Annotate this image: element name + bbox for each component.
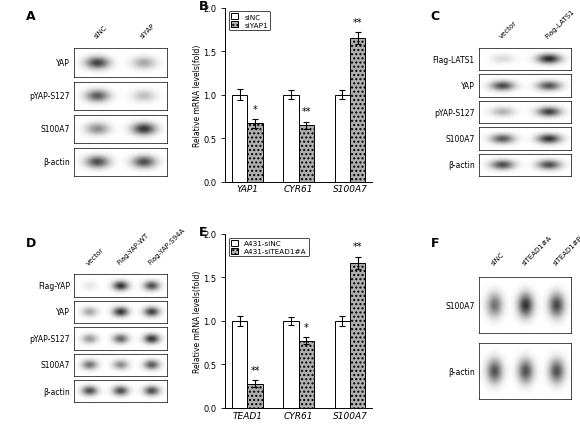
Bar (299, 126, 314, 182)
Text: vector: vector (86, 246, 106, 266)
Text: siNC: siNC (93, 25, 108, 40)
Text: Flag-LATS1: Flag-LATS1 (433, 56, 474, 65)
Text: D: D (26, 236, 37, 249)
Legend: A431-siNC, A431-siTEAD1#A: A431-siNC, A431-siTEAD1#A (229, 238, 309, 256)
Text: S100A7: S100A7 (41, 360, 70, 369)
Bar (232, 95, 248, 182)
Text: pYAP-S127: pYAP-S127 (434, 108, 474, 117)
Text: Flag-YAP-S94A: Flag-YAP-S94A (147, 227, 186, 266)
Bar (283, 321, 299, 408)
Text: **: ** (353, 242, 362, 252)
Text: YAP: YAP (461, 82, 474, 91)
Text: β-actin: β-actin (44, 158, 70, 167)
Text: YAP: YAP (56, 308, 70, 317)
Text: Flag-YAP: Flag-YAP (38, 281, 70, 290)
Text: C: C (430, 10, 440, 23)
Text: siTEAD1#B: siTEAD1#B (552, 233, 580, 266)
Text: vector: vector (498, 20, 518, 40)
Bar (335, 95, 350, 182)
Bar (248, 124, 263, 182)
Text: **: ** (353, 18, 362, 28)
Text: Flag-LATS1: Flag-LATS1 (544, 9, 575, 40)
Text: pYAP-S127: pYAP-S127 (30, 334, 70, 343)
Text: A: A (26, 10, 36, 23)
Bar (350, 263, 365, 408)
Bar (283, 95, 299, 182)
Y-axis label: Relative mRNA levels(fold): Relative mRNA levels(fold) (193, 270, 202, 372)
Text: YAP: YAP (56, 59, 70, 68)
Text: siYAP: siYAP (139, 23, 157, 40)
Text: F: F (430, 236, 439, 249)
Text: β-actin: β-actin (448, 161, 474, 170)
Text: Flag-YAP-WT: Flag-YAP-WT (117, 232, 150, 266)
Text: pYAP-S127: pYAP-S127 (30, 92, 70, 101)
Text: S100A7: S100A7 (445, 135, 474, 144)
Text: **: ** (251, 365, 260, 375)
Text: β-actin: β-actin (448, 367, 474, 376)
Bar (299, 341, 314, 408)
Text: β-actin: β-actin (44, 387, 70, 396)
Text: siTEAD1#A: siTEAD1#A (521, 233, 553, 266)
Text: *: * (253, 105, 258, 115)
Bar (335, 321, 350, 408)
Y-axis label: Relative mRNA levels(fold): Relative mRNA levels(fold) (193, 44, 202, 147)
Bar (232, 321, 248, 408)
Text: S100A7: S100A7 (445, 301, 474, 310)
Bar (350, 39, 365, 182)
Text: *: * (304, 322, 309, 332)
Text: E: E (199, 226, 208, 239)
Bar (248, 384, 263, 408)
Text: B: B (199, 0, 209, 13)
Text: siNC: siNC (490, 250, 505, 266)
Text: S100A7: S100A7 (41, 125, 70, 134)
Text: **: ** (302, 107, 311, 117)
Legend: siNC, siYAP1: siNC, siYAP1 (229, 12, 270, 31)
